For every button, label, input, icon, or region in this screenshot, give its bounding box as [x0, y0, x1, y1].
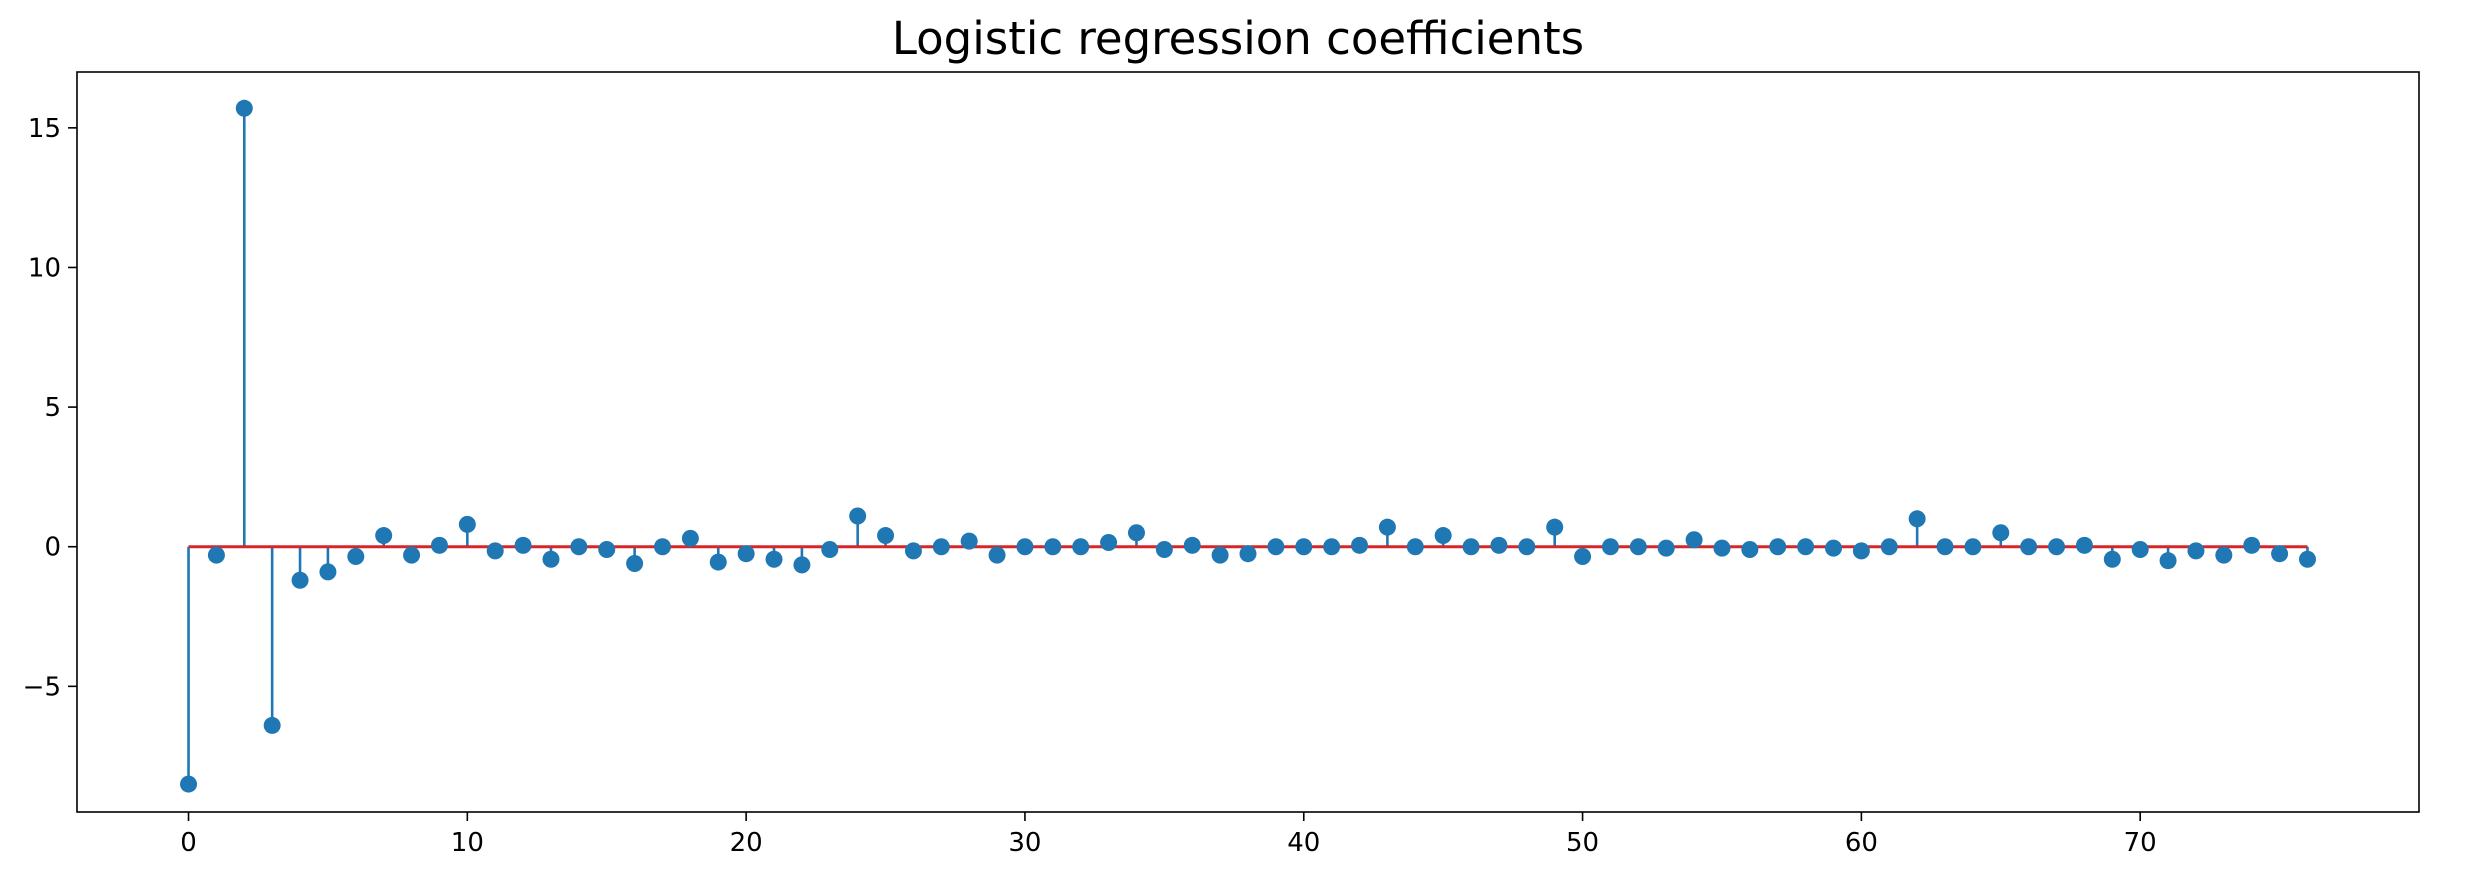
data-point	[598, 541, 616, 559]
data-point	[403, 546, 421, 564]
data-point	[1351, 536, 1369, 554]
data-point	[1267, 538, 1285, 556]
x-tick-label: 30	[1008, 828, 1041, 858]
data-point	[737, 545, 755, 563]
data-point	[180, 775, 198, 793]
data-point	[1629, 538, 1647, 556]
data-point	[626, 554, 644, 572]
data-point	[1964, 538, 1982, 556]
y-tick-label: −5	[23, 672, 61, 702]
data-point	[1936, 538, 1954, 556]
data-point	[2243, 536, 2261, 554]
data-point	[1044, 538, 1062, 556]
x-tick-label: 60	[1845, 828, 1878, 858]
data-point	[1490, 536, 1508, 554]
data-point	[2103, 550, 2121, 568]
data-point	[458, 515, 476, 533]
y-tick-label: 15	[28, 114, 61, 144]
x-tick-label: 20	[730, 828, 763, 858]
data-point	[1713, 539, 1731, 557]
data-point	[263, 716, 281, 734]
data-point	[1462, 538, 1480, 556]
data-point	[207, 546, 225, 564]
x-tick-label: 10	[451, 828, 484, 858]
data-point	[430, 536, 448, 554]
data-point	[2187, 542, 2205, 560]
data-point	[1685, 531, 1703, 549]
data-point	[319, 563, 337, 581]
data-point	[1378, 518, 1396, 536]
data-point	[2048, 538, 2066, 556]
data-point	[1406, 538, 1424, 556]
data-point	[793, 556, 811, 574]
data-point	[1880, 538, 1898, 556]
data-point	[375, 527, 393, 545]
data-point	[486, 542, 504, 560]
data-point	[542, 550, 560, 568]
data-point	[1239, 545, 1257, 563]
data-point	[960, 532, 978, 550]
data-point	[1574, 547, 1592, 565]
data-point	[1992, 524, 2010, 542]
data-point	[2215, 546, 2233, 564]
data-point	[932, 538, 950, 556]
data-point	[709, 553, 727, 571]
y-tick-label: 5	[44, 393, 61, 423]
data-point	[849, 507, 867, 525]
plot-area: 0 10 20 30 40 50 60 70 −5 0 5 10 15	[23, 99, 2316, 858]
x-tick-label: 40	[1287, 828, 1320, 858]
data-point	[1657, 539, 1675, 557]
data-point	[570, 538, 588, 556]
data-point	[1546, 518, 1564, 536]
data-point	[1908, 510, 1926, 528]
data-point	[1127, 524, 1145, 542]
y-tick-label: 0	[44, 533, 61, 563]
x-tick-label: 0	[180, 828, 197, 858]
data-point	[514, 536, 532, 554]
data-point	[2159, 552, 2177, 570]
data-point	[2298, 550, 2316, 568]
data-point	[904, 542, 922, 560]
data-point	[877, 527, 895, 545]
data-point	[1797, 538, 1815, 556]
plot-frame	[76, 71, 2420, 813]
data-point	[1852, 542, 1870, 560]
data-point	[654, 538, 671, 556]
chart-title: Logistic regression coefficients	[892, 12, 1584, 65]
data-point	[681, 529, 699, 547]
data-point	[2131, 541, 2149, 559]
data-point	[765, 550, 783, 568]
data-point	[1825, 539, 1842, 557]
data-point	[1072, 538, 1090, 556]
data-point	[2075, 536, 2093, 554]
data-point	[347, 547, 365, 565]
data-point	[1518, 538, 1536, 556]
data-point	[1211, 546, 1229, 564]
x-tick-label: 70	[2124, 828, 2157, 858]
y-tick-label: 10	[28, 253, 61, 283]
data-point	[1601, 538, 1619, 556]
data-point	[1016, 538, 1034, 556]
data-point	[1769, 538, 1787, 556]
data-point	[821, 541, 839, 559]
data-point	[1434, 527, 1452, 545]
data-point	[988, 546, 1006, 564]
data-point	[1155, 541, 1173, 559]
data-point	[1295, 538, 1313, 556]
data-point	[1741, 541, 1759, 559]
data-point	[2020, 538, 2038, 556]
data-point	[1323, 538, 1341, 556]
data-point	[291, 571, 309, 589]
data-point	[2271, 545, 2289, 563]
data-point	[1183, 536, 1201, 554]
data-point	[1100, 534, 1118, 552]
data-point	[235, 99, 253, 117]
x-tick-label: 50	[1566, 828, 1599, 858]
